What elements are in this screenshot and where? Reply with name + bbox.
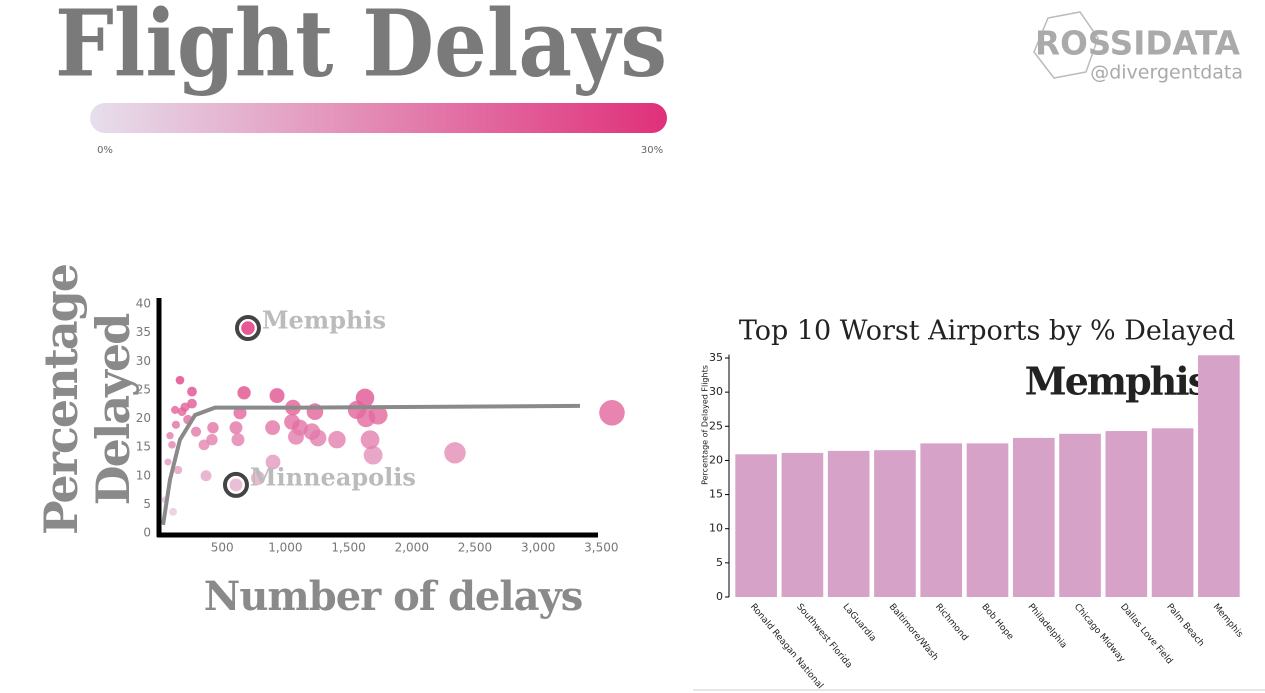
annotation: Minneapolis <box>250 462 416 491</box>
y-tick-label: 20 <box>136 411 151 425</box>
y-tick-label: 10 <box>709 522 723 535</box>
point <box>265 454 281 470</box>
y-tick-label: 20 <box>709 453 723 466</box>
bar <box>1198 355 1240 597</box>
point <box>288 428 304 445</box>
point <box>169 507 177 516</box>
point <box>198 439 210 451</box>
bar <box>920 443 963 597</box>
point <box>599 399 625 426</box>
bar-title: Top 10 Worst Airports by % Delayed <box>739 316 1235 347</box>
x-tick-label: Palm Beach <box>1164 602 1205 649</box>
y-tick-label: 40 <box>136 297 151 311</box>
x-tick-label: Richmond <box>933 602 970 643</box>
color-scale-bar <box>90 103 667 133</box>
logo-hex <box>1033 11 1099 79</box>
x-tick-label: 3,500 <box>584 541 618 555</box>
color-scale-label: 30% <box>641 145 663 156</box>
logo-handle: @divergentdata <box>1090 62 1243 84</box>
point <box>363 445 383 465</box>
point <box>175 375 185 385</box>
point <box>241 321 255 335</box>
x-tick-label: 3,000 <box>521 541 555 555</box>
point <box>250 471 265 486</box>
x-tick-label: 1,000 <box>268 541 302 555</box>
x-axis-title: Number of delays <box>204 573 583 620</box>
point <box>265 420 281 436</box>
y-tick-label: 5 <box>716 556 723 569</box>
point <box>231 433 245 447</box>
point <box>360 430 380 450</box>
x-tick-label: 1,500 <box>331 541 365 555</box>
annotation: Memphis* <box>1025 359 1227 404</box>
y-tick-label: 30 <box>136 354 151 368</box>
point <box>171 420 181 429</box>
bar <box>1105 431 1148 597</box>
x-tick-label: 2,000 <box>395 541 429 555</box>
annotation-ring <box>234 315 261 342</box>
y-tick-label: 0 <box>716 590 723 603</box>
point <box>164 458 172 466</box>
bar <box>1012 437 1055 597</box>
x-tick-label: Chicago Midway <box>1072 602 1127 665</box>
point <box>200 470 212 482</box>
y-tick-label: 30 <box>709 385 723 398</box>
bar <box>1151 428 1194 597</box>
point <box>229 478 243 492</box>
y-tick-label: 5 <box>143 497 151 511</box>
x-tick-label: LaGuardia <box>840 602 877 644</box>
y-axis-title: Percentage Delayed <box>34 264 140 535</box>
bar <box>781 452 824 597</box>
y-tick-label: 25 <box>709 419 723 432</box>
color-scale-label: 0% <box>97 145 113 156</box>
point <box>187 386 197 397</box>
point <box>187 398 197 409</box>
point <box>237 386 251 400</box>
point <box>190 426 202 437</box>
point <box>444 442 466 464</box>
bar <box>966 443 1009 597</box>
annotation: Memphis <box>262 306 386 335</box>
bar <box>827 450 870 597</box>
y-tick-label: 10 <box>136 468 151 482</box>
x-tick-label: Bob Hope <box>979 602 1015 642</box>
bar <box>735 454 777 597</box>
x-tick-label: Memphis <box>1211 602 1245 640</box>
y-tick-label: 35 <box>709 351 723 364</box>
bar <box>1059 433 1101 597</box>
y-tick-label: 15 <box>709 488 723 501</box>
point <box>284 414 300 430</box>
y-tick-label: 0 <box>143 526 151 540</box>
point <box>166 431 174 440</box>
y-tick-label: 35 <box>136 325 151 339</box>
x-tick-label: Philadelphia <box>1026 602 1069 650</box>
y-tick-label: 15 <box>136 440 151 454</box>
bar <box>874 450 916 597</box>
point <box>173 465 183 475</box>
x-tick-label: 500 <box>211 541 234 555</box>
page-title: Flight Delays <box>55 0 667 98</box>
y-axis-title: Percentage of Delayed Flights <box>701 365 710 485</box>
point <box>229 421 243 435</box>
point <box>206 433 218 446</box>
x-tick-label: 2,500 <box>458 541 492 555</box>
point <box>171 405 180 414</box>
point <box>207 421 219 434</box>
point <box>177 407 187 417</box>
point <box>269 388 285 404</box>
trend-line <box>161 403 581 526</box>
point <box>168 441 176 449</box>
y-tick-label: 25 <box>136 382 151 396</box>
point <box>328 430 346 449</box>
logo-name: ROSSIDATA <box>1035 24 1240 63</box>
point <box>356 408 376 428</box>
annotation-ring <box>222 471 249 498</box>
x-tick-label: Baltimore/Wash <box>887 602 940 663</box>
